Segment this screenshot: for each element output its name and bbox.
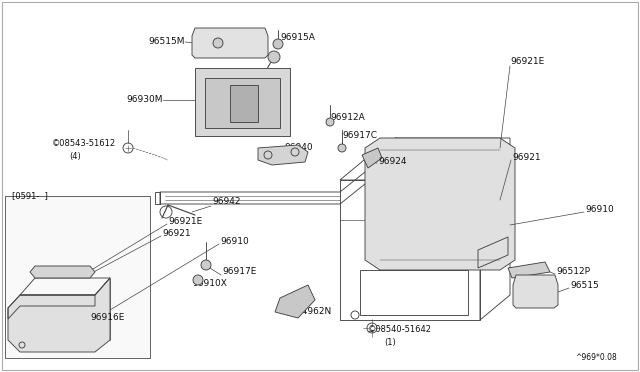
- Circle shape: [326, 118, 334, 126]
- Text: 96515M: 96515M: [148, 38, 185, 46]
- Polygon shape: [508, 262, 550, 278]
- Circle shape: [268, 51, 280, 63]
- Text: 96910: 96910: [585, 205, 614, 215]
- Polygon shape: [192, 28, 268, 58]
- Polygon shape: [275, 285, 315, 318]
- Polygon shape: [513, 275, 558, 308]
- Polygon shape: [365, 138, 515, 270]
- Text: 96515: 96515: [570, 282, 599, 291]
- Text: 96921E: 96921E: [168, 218, 202, 227]
- Circle shape: [213, 38, 223, 48]
- Text: 96921: 96921: [162, 230, 191, 238]
- Text: 96921: 96921: [512, 154, 541, 163]
- Text: 96940: 96940: [284, 144, 312, 153]
- Polygon shape: [362, 148, 382, 168]
- Text: ©08543-51612: ©08543-51612: [52, 138, 116, 148]
- Text: 96921E: 96921E: [510, 58, 544, 67]
- Polygon shape: [30, 266, 95, 278]
- Polygon shape: [8, 278, 110, 352]
- Polygon shape: [195, 68, 290, 136]
- Text: [0591-  ]: [0591- ]: [12, 192, 48, 201]
- Text: ©08540-51642: ©08540-51642: [368, 326, 432, 334]
- Text: 96916E: 96916E: [90, 314, 124, 323]
- Bar: [5, 196, 150, 358]
- Polygon shape: [230, 85, 258, 122]
- Circle shape: [273, 39, 283, 49]
- Text: 74962N: 74962N: [296, 308, 332, 317]
- Text: 96917E: 96917E: [222, 267, 257, 276]
- Polygon shape: [205, 78, 280, 128]
- Text: (4): (4): [69, 151, 81, 160]
- Text: 96912A: 96912A: [330, 113, 365, 122]
- Text: (1): (1): [384, 337, 396, 346]
- Polygon shape: [258, 145, 308, 165]
- Text: 96910: 96910: [220, 237, 249, 247]
- Text: 96930M: 96930M: [127, 96, 163, 105]
- Text: 96915A: 96915A: [280, 33, 315, 42]
- Text: 96924: 96924: [378, 157, 406, 167]
- Text: ^969*0.08: ^969*0.08: [575, 353, 617, 362]
- Text: 96942: 96942: [212, 198, 241, 206]
- Text: 96917C: 96917C: [342, 131, 377, 140]
- Text: 96910X: 96910X: [192, 279, 227, 289]
- Text: 96512P: 96512P: [556, 267, 590, 276]
- Circle shape: [193, 275, 203, 285]
- Circle shape: [338, 144, 346, 152]
- Circle shape: [201, 260, 211, 270]
